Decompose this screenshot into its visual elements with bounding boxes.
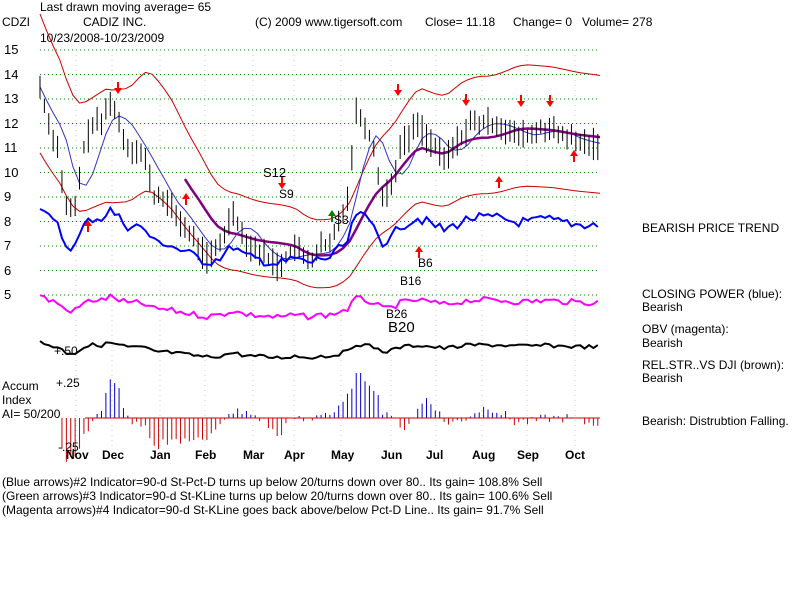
- sell-arrow-icon: [517, 101, 525, 107]
- moving-average-label: Last drawn moving average= 65: [40, 0, 212, 14]
- obv-line: [39, 293, 599, 321]
- y-tick-label: 7: [4, 238, 12, 253]
- relstr-plus50: +.50: [54, 344, 78, 358]
- month-label: Mar: [243, 448, 265, 462]
- obv-label: OBV (magenta):: [642, 322, 729, 336]
- signal-b6: B6: [418, 256, 433, 270]
- change-value: Change= 0: [513, 15, 573, 29]
- closing-power-label: CLOSING POWER (blue):: [642, 287, 783, 301]
- short-moving-average: [39, 86, 601, 260]
- accum-note: Bearish: Distrubtion Falling.: [642, 414, 789, 428]
- signal-s3: S3: [334, 213, 349, 227]
- footer-line-2: (Green arrows)#3 Indicator=90-d St-KLine…: [2, 489, 553, 503]
- footer-line-3: (Magenta arrows)#4 Indicator=90-d St-KLi…: [2, 503, 544, 517]
- signal-arrows: [84, 82, 578, 258]
- volume-value: Volume= 278: [582, 15, 653, 29]
- relative-strength-line: [39, 340, 599, 360]
- buy-arrow-icon: [182, 193, 190, 199]
- sell-arrow-icon: [394, 90, 402, 96]
- signal-b20: B20: [388, 319, 415, 336]
- sell-arrow-icon: [114, 88, 122, 94]
- y-tick-label: 6: [4, 262, 12, 278]
- lower-band: [39, 152, 601, 289]
- date-range: 10/23/2008-10/23/2009: [40, 31, 165, 45]
- accum-title-2: Index: [2, 393, 32, 407]
- month-label: Aug: [472, 448, 496, 462]
- price-bands: [39, 13, 601, 289]
- y-tick-label: 15: [4, 42, 19, 57]
- close-value: Close= 11.18: [425, 15, 496, 29]
- month-label: Jul: [426, 448, 444, 462]
- y-tick-label: 9: [4, 189, 12, 204]
- sell-arrow-icon: [278, 183, 286, 189]
- footer-line-1: (Blue arrows)#2 Indicator=90-d St-Pct-D …: [2, 475, 543, 489]
- buy-arrow-icon: [84, 220, 92, 226]
- month-label: May: [331, 448, 355, 462]
- relstr-label: REL.STR..VS DJI (brown):: [642, 358, 785, 372]
- buy-arrow-icon: [328, 210, 336, 216]
- y-tick-label: 5: [4, 287, 12, 302]
- y-tick-label: 12: [4, 115, 19, 131]
- y-tick-label: 11: [4, 140, 18, 155]
- copyright-text: (C) 2009 www.tigersoft.com: [255, 15, 403, 29]
- accum-minus25: -.25: [58, 440, 79, 454]
- trend-label: BEARISH PRICE TREND: [642, 221, 780, 235]
- accum-ai: AI= 50/200: [2, 407, 61, 421]
- company-name: CADIZ INC.: [83, 15, 147, 29]
- sell-arrow-icon: [546, 101, 554, 107]
- month-label: Apr: [284, 448, 305, 462]
- month-label: Feb: [195, 448, 217, 462]
- signal-s12: S12: [263, 165, 287, 180]
- ticker-symbol: CDZI: [2, 15, 30, 29]
- buy-arrow-icon: [570, 150, 578, 156]
- relstr-value: Bearish: [642, 371, 683, 385]
- buy-arrow-icon: [415, 246, 423, 252]
- obv-value: Bearish: [642, 336, 683, 350]
- gridlines: [40, 49, 600, 448]
- month-label: Jun: [381, 448, 403, 462]
- signal-b16: B16: [400, 274, 422, 288]
- y-tick-label: 8: [4, 213, 12, 229]
- signal-s9: S9: [279, 187, 294, 201]
- upper-band: [39, 13, 601, 221]
- series-lines: [39, 75, 599, 360]
- signal-b26: B26: [386, 307, 408, 321]
- month-label: Jan: [150, 448, 171, 462]
- month-label: Sep: [517, 448, 540, 462]
- y-tick-label: 10: [4, 164, 19, 180]
- buy-arrow-icon: [495, 176, 503, 182]
- y-tick-label: 14: [4, 66, 19, 82]
- month-label: Nov: [66, 448, 89, 462]
- y-tick-label: 13: [4, 91, 19, 106]
- closing-power-value: Bearish: [642, 300, 683, 314]
- accum-title-1: Accum: [2, 379, 39, 393]
- month-label: Oct: [565, 448, 586, 462]
- sell-arrow-icon: [462, 100, 470, 106]
- month-label: Dec: [102, 448, 125, 462]
- moving-average-65: [183, 127, 601, 257]
- accum-plus25: +.25: [56, 376, 80, 390]
- closing-power-line: [39, 205, 599, 267]
